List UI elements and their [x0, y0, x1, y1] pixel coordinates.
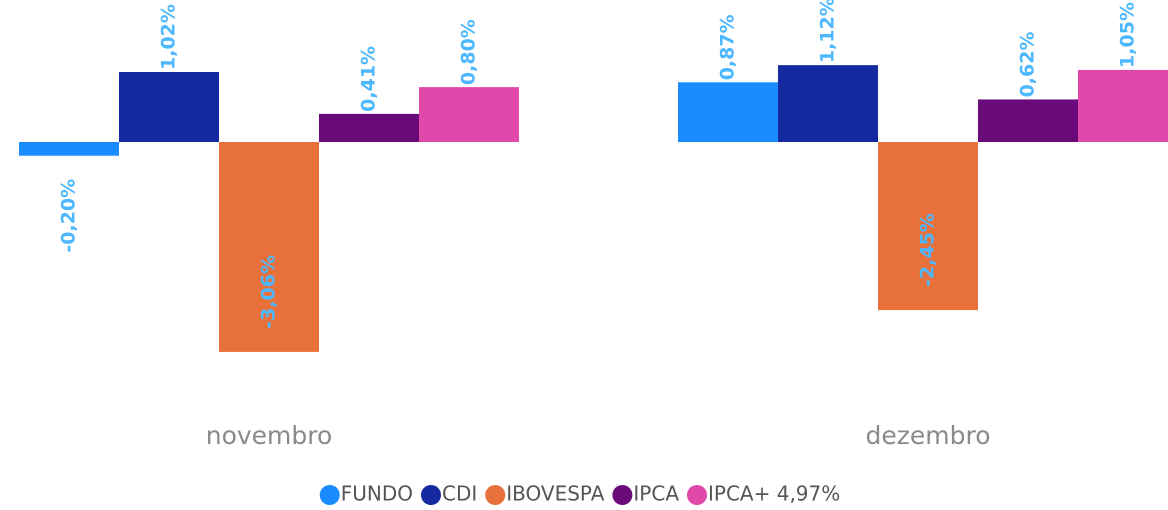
legend-marker [420, 485, 441, 505]
value-label: -2,45% [917, 213, 939, 287]
category-label: novembro [206, 421, 333, 450]
legend-marker [319, 485, 340, 505]
bar [778, 65, 878, 142]
bar [678, 82, 778, 142]
legend-label: FUNDO [341, 482, 413, 506]
legend-label: IPCA+ 4,97% [708, 482, 840, 506]
value-label: 0,87% [717, 14, 739, 80]
bar [19, 142, 119, 156]
value-label: 0,41% [358, 46, 380, 112]
bar [219, 142, 319, 352]
value-label: 1,05% [1117, 2, 1139, 68]
value-label: -0,20% [58, 179, 80, 253]
bar [419, 87, 519, 142]
legend-label: IBOVESPA [506, 482, 604, 506]
bar [119, 72, 219, 142]
legend: FUNDO CDI IBOVESPA IPCA IPCA+ 4,97% [319, 482, 840, 506]
bar [1078, 69, 1168, 142]
legend-marker [687, 485, 707, 505]
legend-label: IPCA [633, 482, 679, 506]
value-label: 0,62% [1017, 32, 1039, 98]
value-label: 1,12% [817, 0, 839, 63]
category-label: dezembro [866, 421, 991, 450]
legend-marker [612, 485, 633, 505]
bar [319, 113, 419, 142]
value-label: 1,02% [158, 4, 180, 70]
bar [878, 142, 978, 311]
value-label: -3,06% [258, 255, 280, 329]
value-label: 0,80% [458, 19, 480, 85]
bar [978, 99, 1078, 142]
legend-marker [485, 485, 506, 505]
legend-label: CDI [442, 482, 477, 506]
